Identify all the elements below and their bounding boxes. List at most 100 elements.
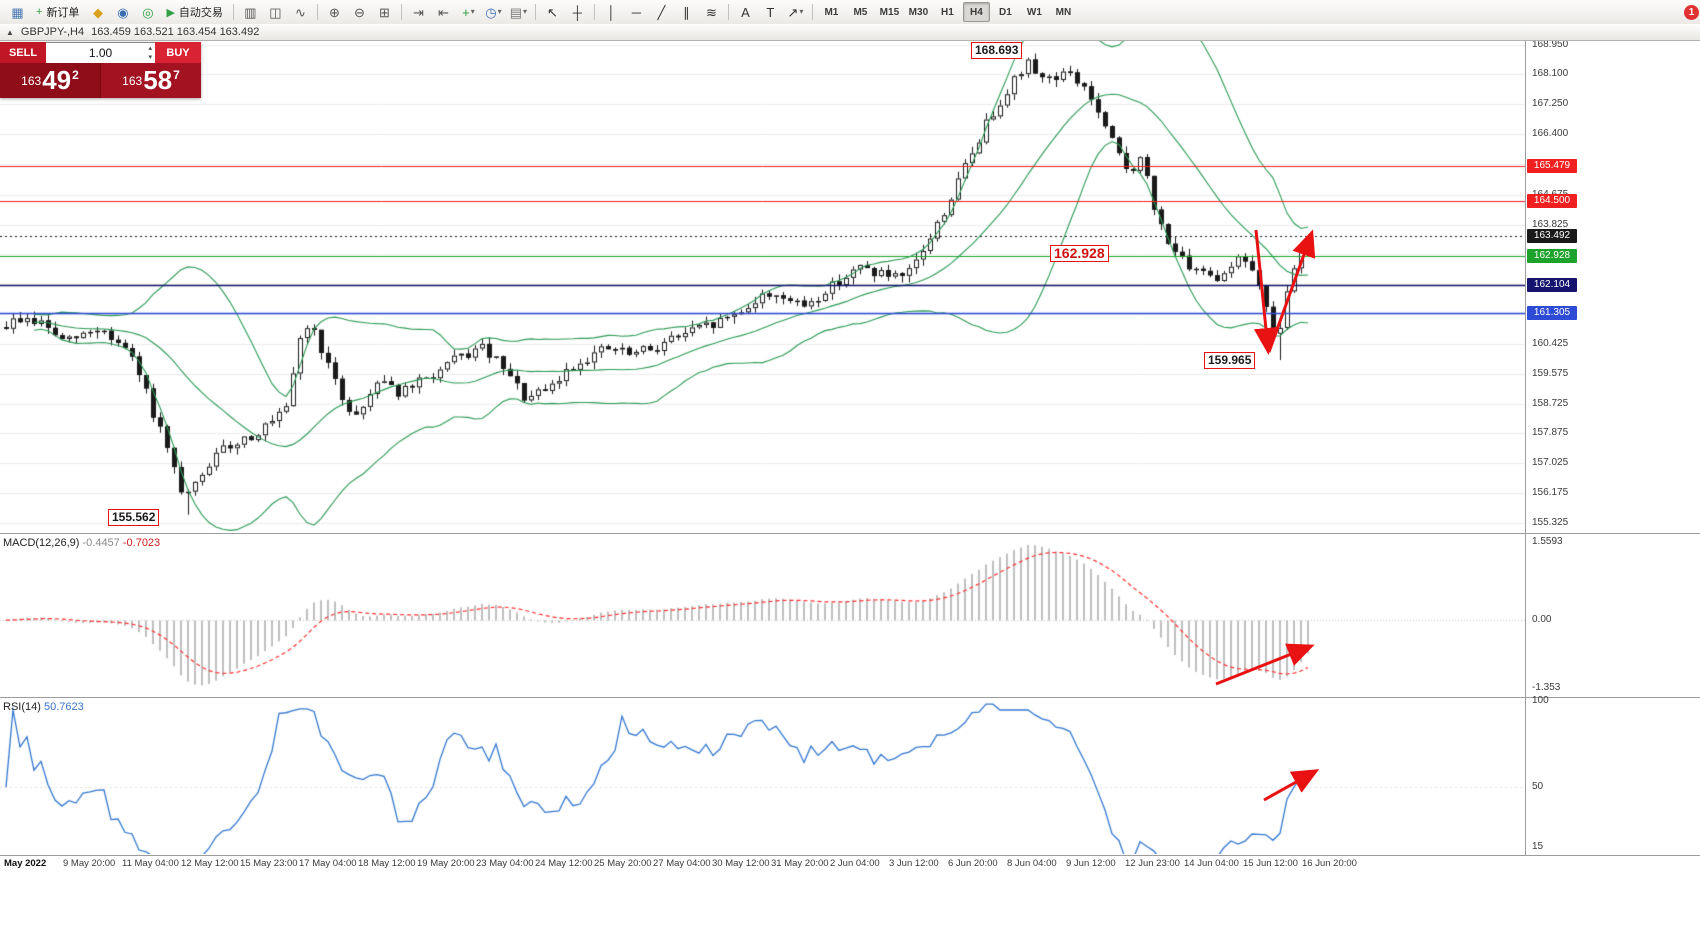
dropdown-arrow-icon: ▾	[470, 7, 475, 16]
line-chart-icon[interactable]: ∿	[288, 2, 313, 22]
dropdown-arrow-icon: ▾	[523, 7, 528, 16]
sell-price-big: 49	[42, 65, 72, 95]
toolbar-separator	[400, 4, 402, 20]
timeframe-button-d1[interactable]: D1	[999, 6, 1012, 18]
sell-price-prefix: 163	[21, 74, 42, 88]
timeframe-button-m5[interactable]: M5	[853, 6, 868, 18]
time-axis-label[interactable]: 19 May 20:00	[417, 858, 475, 869]
trendline-icon[interactable]: ╱	[649, 2, 674, 22]
notification-badge[interactable]: 1	[1684, 4, 1699, 20]
candlestick-icon[interactable]: ◫	[263, 2, 288, 22]
arrows-icon[interactable]: ↗ ▾	[783, 2, 808, 22]
time-axis-label[interactable]: 30 May 12:00	[712, 858, 770, 869]
bar-chart-icon[interactable]: ▥	[238, 2, 263, 22]
panel-separator[interactable]	[0, 697, 1700, 698]
sell-button[interactable]: SELL	[0, 42, 46, 63]
time-axis-label[interactable]: May 2022	[4, 858, 47, 869]
auto-scroll-icon[interactable]: ⇥	[406, 2, 431, 22]
time-axis-label[interactable]: 2 Jun 04:00	[830, 858, 880, 869]
time-axis-label[interactable]: 12 May 12:00	[181, 858, 239, 869]
time-axis-label[interactable]: 27 May 04:00	[653, 858, 711, 869]
toolbar-separator	[232, 4, 234, 20]
zoom-out-icon: ⊖	[353, 4, 365, 20]
macd-main-value: -0.4457	[82, 537, 120, 549]
buy-price[interactable]: 163 58 7	[100, 63, 201, 98]
channel-icon[interactable]: ∥	[674, 2, 699, 22]
price-grid-label: 159.575	[1532, 367, 1569, 379]
chart-window-icon[interactable]: ▦	[5, 2, 30, 22]
time-axis-label[interactable]: 11 May 04:00	[122, 858, 179, 869]
time-axis[interactable]: May 2022 9 May 20:00 11 May 04:00 12 May 12…	[0, 856, 1700, 874]
volume-field[interactable]: 1.00 ▴ ▾	[46, 42, 155, 63]
macd-panel-canvas[interactable]	[0, 534, 1525, 696]
time-axis-label[interactable]: 9 Jun 12:00	[1066, 858, 1116, 869]
timeframe-button-m15[interactable]: M15	[879, 6, 900, 18]
timeframe-button-m1[interactable]: M1	[824, 6, 839, 18]
time-axis-label[interactable]: 31 May 20:00	[771, 858, 829, 869]
candlestick-icon: ◫	[269, 4, 282, 20]
fibonacci-icon[interactable]: ≋	[699, 2, 724, 22]
hline-icon[interactable]: ─	[624, 2, 649, 22]
macd-signal-value: -0.7023	[122, 537, 161, 549]
timeframe-button-m30[interactable]: M30	[908, 6, 929, 18]
time-axis-label[interactable]: 15 Jun 12:00	[1243, 858, 1298, 869]
price-axis[interactable]: 168.950168.100167.250166.400165.550164.6…	[1526, 0, 1700, 941]
price-annotation: 162.928	[1050, 245, 1109, 262]
rsi-axis-label: 15	[1532, 841, 1544, 853]
fibonacci-icon: ≋	[705, 4, 717, 20]
time-axis-label[interactable]: 6 Jun 20:00	[948, 858, 998, 869]
crosshair-icon: ┼	[572, 4, 583, 20]
text-label-icon: T	[766, 4, 775, 20]
autotrade-button[interactable]: ▶ 自动交易	[160, 2, 228, 22]
price-grid-label: 163.825	[1532, 218, 1569, 230]
rsi-panel-canvas[interactable]	[0, 698, 1525, 854]
new-chart-icon: +	[462, 4, 470, 20]
time-axis-label[interactable]: 16 Jun 20:00	[1302, 858, 1357, 869]
panel-separator[interactable]	[0, 533, 1700, 534]
vline-icon[interactable]: │	[599, 2, 624, 22]
text-icon[interactable]: A	[733, 2, 758, 22]
chart-shift-icon[interactable]: ⇤	[431, 2, 456, 22]
time-axis-label[interactable]: 15 May 23:00	[240, 858, 298, 869]
volume-up-button[interactable]: ▴	[148, 45, 152, 52]
timeframe-button-w1[interactable]: W1	[1026, 6, 1042, 18]
toolbar: ▦ + 新订单 ◆ ◉ ◎ ▶ 自动交易 ▥ ◫ ∿ ⊕ ⊖ ⊞ ⇥ ⇤ + ▾ ◷ ▾ ▤ ▾ ↖ ┼ │ ─ ╱ ∥ ≋ A T ↗ ▾ M1…	[0, 0, 1700, 25]
time-axis-label[interactable]: 14 Jun 04:00	[1184, 858, 1239, 869]
time-axis-label[interactable]: 25 May 20:00	[594, 858, 652, 869]
buy-button[interactable]: BUY	[155, 42, 201, 63]
chart-ohlc: 163.459 163.521 163.454 163.492	[91, 26, 260, 38]
time-axis-label[interactable]: 24 May 12:00	[535, 858, 593, 869]
time-axis-label[interactable]: 12 Jun 23:00	[1125, 858, 1180, 869]
time-axis-label[interactable]: 3 Jun 12:00	[889, 858, 939, 869]
period-icon[interactable]: ◷ ▾	[481, 2, 506, 22]
one-click-trading-panel: SELL 1.00 ▴ ▾ BUY 163 49 2 163 58 7	[0, 42, 201, 98]
time-axis-label[interactable]: 17 May 04:00	[299, 858, 357, 869]
profiles-icon[interactable]: ◉	[110, 2, 135, 22]
time-axis-label[interactable]: 9 May 20:00	[63, 858, 116, 869]
zoom-out-icon[interactable]: ⊖	[347, 2, 372, 22]
new-order-button[interactable]: + 新订单	[30, 2, 85, 22]
cursor-icon[interactable]: ↖	[540, 2, 565, 22]
timeframe-button-h4[interactable]: H4	[962, 2, 990, 22]
compass-icon[interactable]: ◆	[85, 2, 110, 22]
time-axis-label[interactable]: 23 May 04:00	[476, 858, 534, 869]
time-axis-label[interactable]: 18 May 12:00	[358, 858, 416, 869]
timeframe-button-h1[interactable]: H1	[941, 6, 954, 18]
zoom-in-icon[interactable]: ⊕	[322, 2, 347, 22]
template-icon[interactable]: ▤ ▾	[506, 2, 531, 22]
text-label-icon[interactable]: T	[758, 2, 783, 22]
new-chart-icon[interactable]: + ▾	[456, 2, 481, 22]
crosshair-icon[interactable]: ┼	[565, 2, 590, 22]
sell-price[interactable]: 163 49 2	[0, 63, 100, 98]
chart-icon: ▲	[6, 27, 14, 37]
panel-separator	[0, 855, 1700, 856]
tile-windows-icon[interactable]: ⊞	[372, 2, 397, 22]
volume-down-button[interactable]: ▾	[148, 54, 152, 61]
price-line-label-161-305: 161.305	[1527, 306, 1577, 320]
rsi-indicator-label: RSI(14) 50.7623	[3, 701, 84, 713]
timeframe-button-mn[interactable]: MN	[1055, 6, 1072, 18]
time-axis-label[interactable]: 8 Jun 04:00	[1007, 858, 1057, 869]
price-annotation: 155.562	[108, 509, 160, 526]
main-chart-canvas[interactable]	[0, 40, 1525, 533]
refresh-icon[interactable]: ◎	[135, 2, 160, 22]
